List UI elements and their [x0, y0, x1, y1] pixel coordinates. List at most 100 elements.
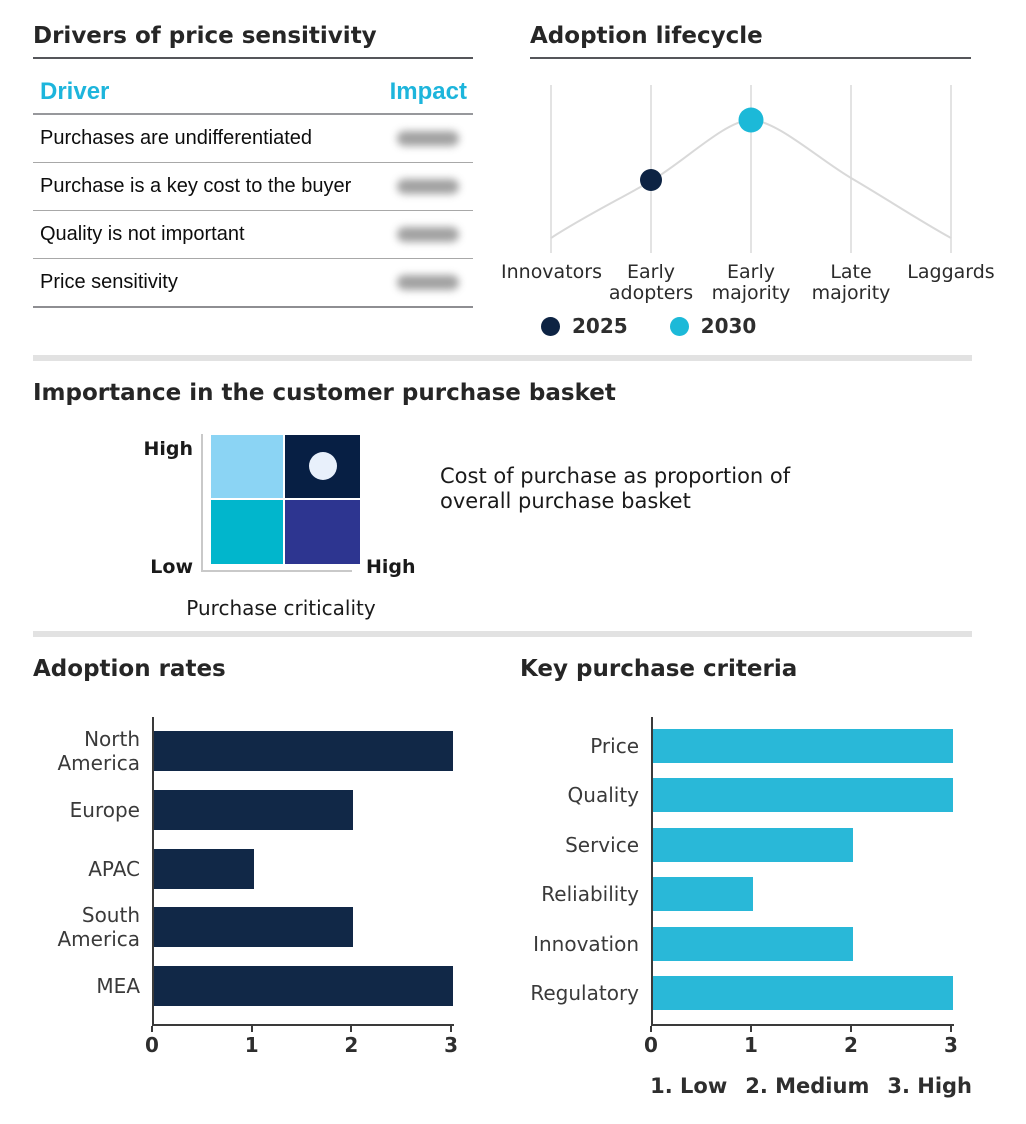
driver-column-header: Driver [40, 77, 110, 105]
key-purchase-criteria-title: Key purchase criteria [520, 656, 798, 682]
driver-name: Purchase is a key cost to the buyer [40, 175, 352, 197]
quadrant-bottom-right [285, 500, 360, 564]
bar-service [653, 827, 853, 862]
x-axis-tick-0 [151, 1026, 153, 1032]
drivers-table: Driver Impact Purchases are undifferenti… [33, 70, 473, 308]
impact-value-redacted [397, 227, 459, 242]
adoption-rates-title: Adoption rates [33, 656, 226, 682]
legend-item-2025: 2025 [541, 314, 628, 338]
legend-item-2030: 2030 [669, 314, 757, 338]
matrix-position-marker [309, 452, 337, 480]
bar-europe [154, 789, 354, 830]
bar-apac [154, 848, 254, 889]
table-row: Purchase is a key cost to the buyer [33, 163, 473, 211]
bar-reliability [653, 877, 753, 912]
scale-legend-high: 3. High [887, 1074, 972, 1098]
lifecycle-category-axis: Innovators Early adopters Early majority… [501, 262, 1001, 304]
section-divider [33, 631, 972, 637]
x-axis-spine [651, 1024, 954, 1026]
marker-2025 [640, 169, 662, 191]
x-axis-tick-label-3: 3 [944, 1033, 958, 1057]
x-axis-tick-label-3: 3 [444, 1033, 459, 1057]
category-label-innovators: Innovators [501, 261, 602, 283]
scale-legend-low: 1. Low [650, 1074, 728, 1098]
bar-label-service: Service [565, 832, 639, 857]
bar-label-south-america: South America [57, 903, 141, 952]
lifecycle-chart [550, 85, 952, 253]
legend-dot-2025 [541, 316, 560, 336]
impact-value-redacted [397, 131, 459, 146]
category-label-late-majority: Late majority [811, 261, 891, 304]
bar-label-north-america: North America [57, 727, 141, 775]
bar-south-america [154, 907, 354, 948]
x-axis-tick-label-1: 1 [744, 1033, 758, 1057]
y-axis-spine [152, 717, 154, 1026]
table-row: Price sensitivity [33, 259, 473, 308]
marker-2030 [738, 107, 764, 133]
bar-label-europe: Europe [69, 797, 140, 822]
category-label-early-majority: Early majority [711, 261, 791, 304]
bar-label-quality: Quality [567, 783, 639, 808]
drivers-table-title-rule [33, 57, 473, 59]
bar-regulatory [653, 976, 953, 1010]
table-row: Quality is not important [33, 211, 473, 259]
bar-innovation [653, 926, 853, 961]
x-axis-tick-label-2: 2 [344, 1033, 359, 1057]
bar-label-apac: APAC [88, 856, 140, 881]
matrix-x-axis-title: Purchase criticality [186, 596, 376, 620]
x-axis-tick-label-0: 0 [644, 1033, 658, 1057]
bar-label-price: Price [590, 734, 639, 758]
matrix-y-low-label: Low [150, 556, 193, 578]
y-axis-spine [651, 717, 653, 1026]
category-label-early-adopters: Early adopters [608, 261, 694, 304]
adoption-rates-chart: North America Europe APAC South America MEA 0… [33, 710, 473, 1070]
x-axis-tick-0 [650, 1026, 652, 1032]
impact-value-redacted [397, 179, 459, 194]
quadrant-bottom-left [211, 500, 283, 564]
impact-column-header: Impact [389, 77, 467, 105]
x-axis-tick-1 [250, 1026, 253, 1032]
bar-label-mea: MEA [96, 974, 140, 998]
x-axis-spine [152, 1024, 454, 1026]
scale-legend: 1. Low 2. Medium 3. High [520, 1074, 972, 1098]
x-axis-tick-label-1: 1 [244, 1033, 259, 1057]
drivers-table-header: Driver Impact [33, 70, 473, 115]
driver-name: Quality is not important [40, 223, 245, 245]
key-purchase-criteria-chart: Price Quality Service Reliability Innovation… [520, 710, 990, 1110]
matrix-y-high-label: High [143, 438, 193, 460]
x-axis-tick-3 [450, 1026, 453, 1032]
driver-name: Price sensitivity [40, 271, 178, 293]
bar-label-innovation: Innovation [533, 931, 639, 956]
legend-label-2030: 2030 [700, 314, 757, 338]
x-axis-tick-label-0: 0 [145, 1033, 159, 1057]
table-row: Purchases are undifferentiated [33, 115, 473, 163]
x-axis-tick-1 [750, 1026, 752, 1032]
scale-legend-medium: 2. Medium [745, 1074, 870, 1098]
matrix-x-axis-line [201, 570, 352, 572]
bar-label-reliability: Reliability [541, 882, 639, 907]
matrix-y-axis-line [201, 434, 203, 572]
quadrant-top-left [211, 435, 283, 498]
legend-dot-2030 [669, 316, 689, 336]
x-axis-tick-2 [850, 1026, 852, 1032]
drivers-table-title: Drivers of price sensitivity [33, 23, 377, 49]
lifecycle-title: Adoption lifecycle [530, 23, 763, 49]
bar-north-america [154, 731, 454, 771]
x-axis-tick-3 [950, 1026, 952, 1032]
bar-label-regulatory: Regulatory [530, 981, 639, 1005]
basket-section-title: Importance in the customer purchase bask… [33, 380, 616, 406]
impact-value-redacted [397, 275, 459, 290]
bar-quality [653, 778, 953, 813]
basket-annotation: Cost of purchase as proportion of overal… [440, 464, 791, 513]
matrix-x-high-label: High [366, 556, 416, 578]
lifecycle-title-rule [530, 57, 971, 59]
lifecycle-legend: 2025 2030 [541, 314, 756, 338]
x-axis-tick-2 [350, 1026, 353, 1032]
driver-name: Purchases are undifferentiated [40, 127, 313, 149]
x-axis-tick-label-2: 2 [844, 1033, 858, 1057]
section-divider [33, 355, 972, 361]
category-label-laggards: Laggards [907, 261, 995, 283]
legend-label-2025: 2025 [572, 314, 628, 338]
bar-price [653, 729, 953, 763]
